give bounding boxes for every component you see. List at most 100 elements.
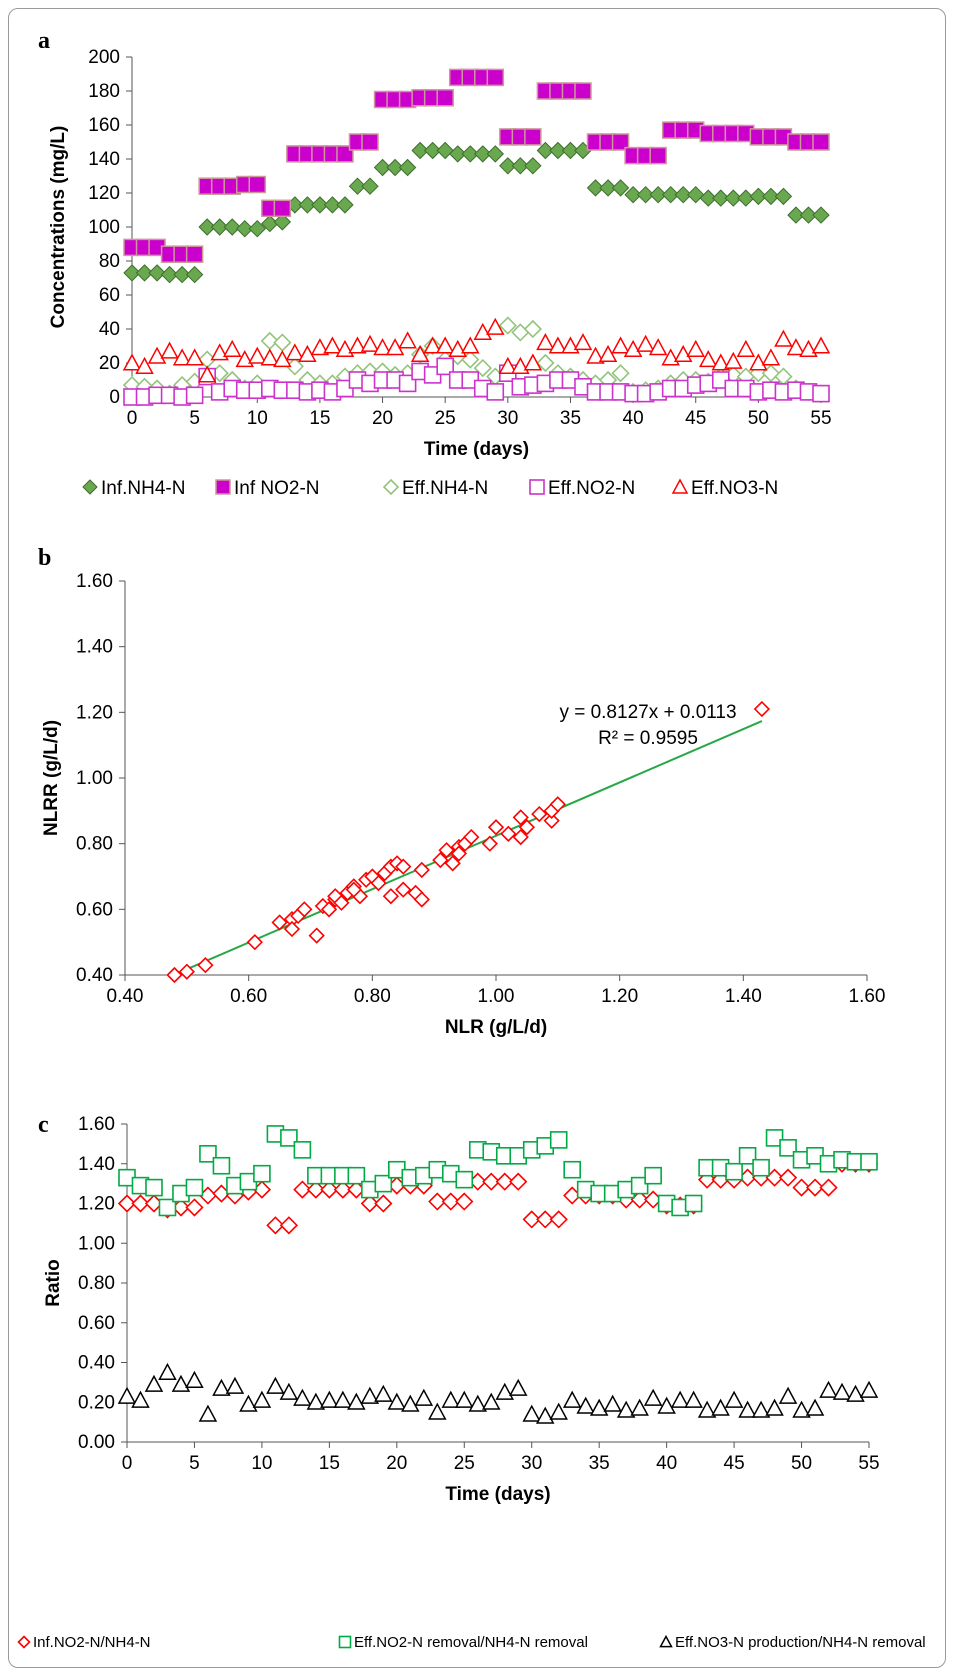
y-tick-label: 200 xyxy=(88,47,120,68)
legend-marker xyxy=(529,479,545,495)
legend-marker xyxy=(82,479,98,495)
y-tick-label: 0.00 xyxy=(78,1432,115,1453)
data-point xyxy=(333,1390,353,1408)
data-point xyxy=(535,1406,555,1424)
series-0 xyxy=(166,700,771,984)
x-axis-title: Time (days) xyxy=(445,1484,550,1505)
x-tick-label: 40 xyxy=(623,408,644,429)
x-tick-label: 0.80 xyxy=(354,986,391,1007)
data-point xyxy=(724,189,743,207)
data-point xyxy=(298,196,317,214)
data-point xyxy=(636,334,655,352)
data-point xyxy=(512,828,529,846)
data-point xyxy=(508,1378,528,1396)
data-point xyxy=(373,338,392,356)
data-point xyxy=(832,1382,852,1400)
data-point xyxy=(147,346,167,364)
y-tick-label: 0.60 xyxy=(78,1313,115,1334)
legend-item: Eff.NO2-N removal/NH4-N removal xyxy=(338,1634,588,1651)
figure-frame xyxy=(8,8,946,1668)
data-point xyxy=(819,1380,838,1398)
legend-label: Eff.NO3-N xyxy=(691,478,778,499)
data-point xyxy=(649,146,667,165)
y-tick-label: 0.60 xyxy=(76,899,113,920)
x-tick-label: 0.40 xyxy=(107,986,144,1007)
legend-panel-a: Inf.NH4-N Inf NO2-N Eff.NH4-N Eff.NO2-N Eff.… xyxy=(82,478,778,499)
data-point xyxy=(463,828,480,846)
data-point xyxy=(160,265,179,284)
panel-letter-c: c xyxy=(38,1112,49,1138)
data-point xyxy=(603,1394,622,1412)
data-point xyxy=(455,1192,474,1211)
data-point xyxy=(787,206,805,224)
data-point xyxy=(712,189,730,207)
data-point xyxy=(336,196,354,214)
data-point xyxy=(173,265,191,284)
data-point xyxy=(724,1390,744,1408)
series-0 xyxy=(117,1154,879,1235)
y-tick-label: 0.80 xyxy=(78,1273,115,1294)
data-point xyxy=(562,1390,582,1408)
y-tick-label: 1.60 xyxy=(78,1114,115,1135)
data-point xyxy=(246,934,263,951)
x-tick-label: 25 xyxy=(435,408,456,429)
y-tick-label: 180 xyxy=(88,81,120,102)
trendline-r2: R² = 0.9595 xyxy=(598,728,698,749)
x-axis-title: NLR (g/L/d) xyxy=(445,1017,547,1038)
data-point xyxy=(438,842,455,859)
data-point xyxy=(736,339,756,357)
data-point xyxy=(611,364,630,383)
data-point xyxy=(310,338,330,356)
data-point xyxy=(122,353,142,371)
data-point xyxy=(428,1402,447,1420)
data-point xyxy=(212,1378,231,1396)
data-point xyxy=(498,356,518,374)
x-tick-label: 5 xyxy=(189,1453,200,1474)
panel-letter-b: b xyxy=(38,545,51,571)
data-point xyxy=(522,1210,541,1229)
x-tick-label: 55 xyxy=(810,408,831,429)
data-point xyxy=(185,1370,204,1388)
data-point xyxy=(361,177,379,195)
data-point xyxy=(374,1384,393,1402)
data-point xyxy=(648,338,668,356)
y-axis-title: Ratio xyxy=(43,1259,64,1307)
data-point xyxy=(273,213,292,231)
data-point xyxy=(811,336,831,354)
data-point xyxy=(684,1390,703,1408)
data-point xyxy=(699,189,717,207)
data-point xyxy=(536,1210,555,1229)
data-point xyxy=(536,141,555,160)
data-point xyxy=(686,339,705,357)
chart-panel-b: b 0.40 0.60 0.80 1.00 1.20 1.40 1.60 0.40 0.60 0.8… xyxy=(38,545,885,1038)
data-point xyxy=(751,1400,771,1418)
legend-label: Inf NO2-N xyxy=(234,478,320,499)
x-tick-label: 10 xyxy=(247,408,268,429)
data-point xyxy=(335,339,355,357)
x-tick-label: 30 xyxy=(521,1453,542,1474)
data-point xyxy=(248,219,266,238)
data-point xyxy=(386,158,404,177)
x-tick-label: 20 xyxy=(372,408,393,429)
x-tick-label: 1.40 xyxy=(725,986,762,1007)
data-point xyxy=(697,1400,717,1418)
y-tick-label: 1.00 xyxy=(78,1233,115,1254)
data-point xyxy=(253,1164,271,1183)
data-point xyxy=(306,1180,326,1199)
data-point xyxy=(799,339,818,357)
data-point xyxy=(410,344,430,363)
data-point xyxy=(561,141,580,160)
x-tick-label: 0.60 xyxy=(230,986,267,1007)
data-point xyxy=(448,339,467,357)
data-point xyxy=(320,901,338,918)
data-point xyxy=(131,1390,150,1408)
data-point xyxy=(279,1382,299,1400)
data-point xyxy=(273,333,292,352)
data-point xyxy=(197,957,214,974)
chart-panel-c: c 0.00 0.20 0.40 0.60 0.80 1.00 1.20 1.40 1.60 0 5 1… xyxy=(38,1112,880,1505)
data-point xyxy=(524,128,542,146)
data-point xyxy=(144,1374,164,1392)
data-point xyxy=(432,851,449,869)
data-point xyxy=(549,1210,568,1229)
data-point xyxy=(160,341,179,359)
